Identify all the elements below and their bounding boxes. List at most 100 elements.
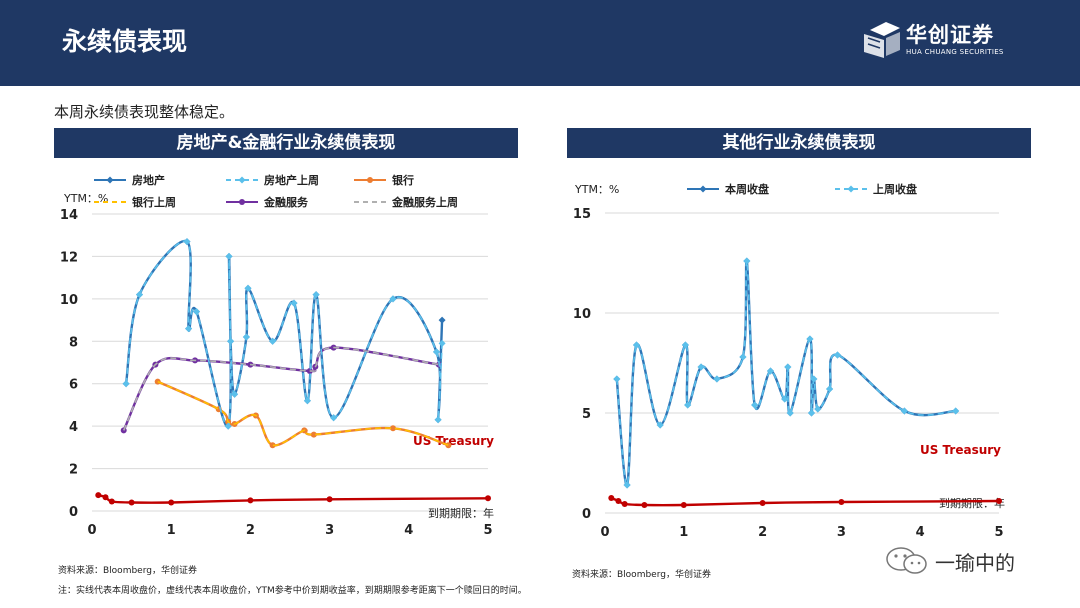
data-point xyxy=(810,375,818,383)
series-6 xyxy=(95,492,491,506)
data-point xyxy=(613,375,621,383)
y-tick-label: 14 xyxy=(60,208,78,223)
watermark-text: 一瑜中的 xyxy=(935,551,1015,575)
data-point xyxy=(225,252,233,260)
series-2 xyxy=(154,378,452,449)
data-point xyxy=(242,333,250,341)
legend-item-0-swatch-marker xyxy=(699,185,707,193)
series-line xyxy=(157,380,449,447)
data-point xyxy=(759,500,766,506)
source-note-left: 资料来源：Bloomberg，华创证券 xyxy=(58,566,197,576)
legend-item-0-label: 房地产 xyxy=(132,173,165,187)
x-tick-label: 4 xyxy=(916,525,925,540)
data-point xyxy=(751,401,759,409)
data-point xyxy=(996,498,1002,504)
data-point xyxy=(193,308,200,316)
data-point xyxy=(713,375,721,383)
data-point xyxy=(128,499,135,506)
series-line xyxy=(98,493,489,504)
series-0 xyxy=(122,238,446,430)
y-tick-label: 4 xyxy=(69,420,78,435)
legend-item-1-label: 房地产上周 xyxy=(264,173,319,187)
y-tick-label: 15 xyxy=(573,207,591,222)
series-5 xyxy=(122,346,440,431)
x-axis-label: 到期期限：年 xyxy=(428,506,494,520)
x-tick-label: 4 xyxy=(404,523,413,538)
legend-item-1-swatch-marker xyxy=(238,176,246,184)
data-point xyxy=(681,341,689,349)
data-point xyxy=(684,401,692,409)
data-point xyxy=(438,316,446,324)
data-point xyxy=(183,238,191,246)
series-0 xyxy=(613,257,960,489)
logo-cube-icon xyxy=(864,22,900,58)
series-line xyxy=(125,240,443,427)
data-point xyxy=(739,353,747,361)
data-point xyxy=(615,498,622,504)
logo-text-en: HUA CHUANG SECURITIES xyxy=(906,48,1004,56)
y-tick-label: 0 xyxy=(69,505,78,520)
data-point xyxy=(231,390,239,398)
series-1 xyxy=(613,257,960,489)
data-point xyxy=(784,363,792,371)
series-1 xyxy=(122,238,446,430)
legend-item-5-label: 金融服务上周 xyxy=(391,195,458,209)
source-note-right: 资料来源：Bloomberg，华创证券 xyxy=(572,570,711,580)
data-point xyxy=(108,498,115,505)
data-point xyxy=(326,496,333,503)
data-point xyxy=(290,299,298,307)
data-point xyxy=(185,325,193,333)
series-4 xyxy=(120,344,442,434)
x-tick-label: 0 xyxy=(600,525,609,540)
wechat-icon xyxy=(886,547,927,574)
legend-item-1-label: 上周收盘 xyxy=(873,182,917,196)
panel-title-left: 房地产&金融行业永续债表现 xyxy=(54,128,518,158)
legend: 本周收盘 上周收盘 xyxy=(687,182,917,196)
y-axis-label: YTM：% xyxy=(63,192,108,205)
us-treasury-label: US Treasury xyxy=(413,434,494,448)
gridlines xyxy=(92,213,488,512)
x-tick-label: 5 xyxy=(994,525,1003,540)
wechat-watermark: 一瑜中的 xyxy=(885,544,1055,578)
data-point xyxy=(438,339,446,347)
data-point xyxy=(621,501,628,507)
data-point xyxy=(900,407,908,415)
series-line xyxy=(122,346,440,431)
data-point xyxy=(434,416,442,424)
legend-item-3-label: 银行上周 xyxy=(132,195,176,209)
x-tick-label: 0 xyxy=(87,523,96,538)
data-point xyxy=(697,363,705,371)
header-bar: 永续债表现 华创证券 HUA CHUANG SECURITIES xyxy=(0,0,1080,86)
data-point xyxy=(656,421,664,429)
series-2 xyxy=(608,495,1002,508)
data-point xyxy=(608,495,615,501)
legend-item-2-label: 银行 xyxy=(392,173,414,187)
legend-item-4-swatch-marker xyxy=(239,199,245,205)
data-point xyxy=(310,431,317,438)
data-point xyxy=(814,405,822,413)
series-line xyxy=(122,346,440,431)
x-tick-label: 3 xyxy=(325,523,334,538)
y-axis-label: YTM：% xyxy=(574,183,619,196)
legend-item-0-swatch-marker xyxy=(106,176,114,184)
legend-item-0-label: 本周收盘 xyxy=(725,182,769,196)
data-point xyxy=(781,395,789,403)
data-point xyxy=(390,425,396,432)
us-treasury-label: US Treasury xyxy=(920,443,1001,457)
data-point xyxy=(767,367,774,375)
y-tick-label: 8 xyxy=(69,335,78,350)
y-tick-label: 12 xyxy=(60,250,78,265)
y-tick-label: 10 xyxy=(60,293,78,308)
data-point xyxy=(826,385,834,393)
legend-item-4-label: 金融服务 xyxy=(263,195,309,209)
y-tick-label: 10 xyxy=(573,307,591,322)
data-point xyxy=(312,291,320,299)
data-point xyxy=(838,499,845,505)
data-point xyxy=(623,481,631,489)
series-line xyxy=(124,239,444,428)
y-tick-label: 5 xyxy=(582,407,591,422)
data-point xyxy=(227,337,235,345)
data-point xyxy=(269,337,277,345)
data-point xyxy=(952,407,960,415)
data-point xyxy=(247,497,254,504)
